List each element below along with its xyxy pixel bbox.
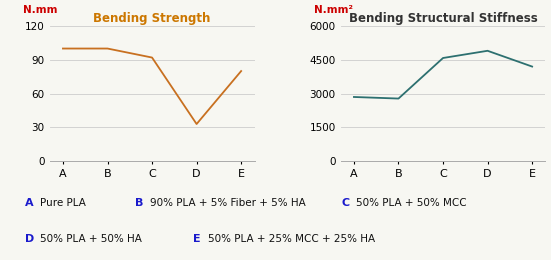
Text: A: A (25, 198, 34, 207)
Text: C: C (342, 198, 350, 207)
Text: E: E (193, 234, 201, 244)
Text: N.mm²: N.mm² (314, 5, 353, 15)
Text: 50% PLA + 50% HA: 50% PLA + 50% HA (40, 234, 142, 244)
Text: N.mm: N.mm (23, 5, 57, 15)
Text: 50% PLA + 25% MCC + 25% HA: 50% PLA + 25% MCC + 25% HA (208, 234, 375, 244)
Title: Bending Structural Stiffness: Bending Structural Stiffness (349, 12, 537, 25)
Title: Bending Strength: Bending Strength (93, 12, 210, 25)
Text: 90% PLA + 5% Fiber + 5% HA: 90% PLA + 5% Fiber + 5% HA (150, 198, 306, 207)
Text: 50% PLA + 50% MCC: 50% PLA + 50% MCC (356, 198, 467, 207)
Text: Pure PLA: Pure PLA (40, 198, 85, 207)
Text: B: B (135, 198, 143, 207)
Text: D: D (25, 234, 34, 244)
